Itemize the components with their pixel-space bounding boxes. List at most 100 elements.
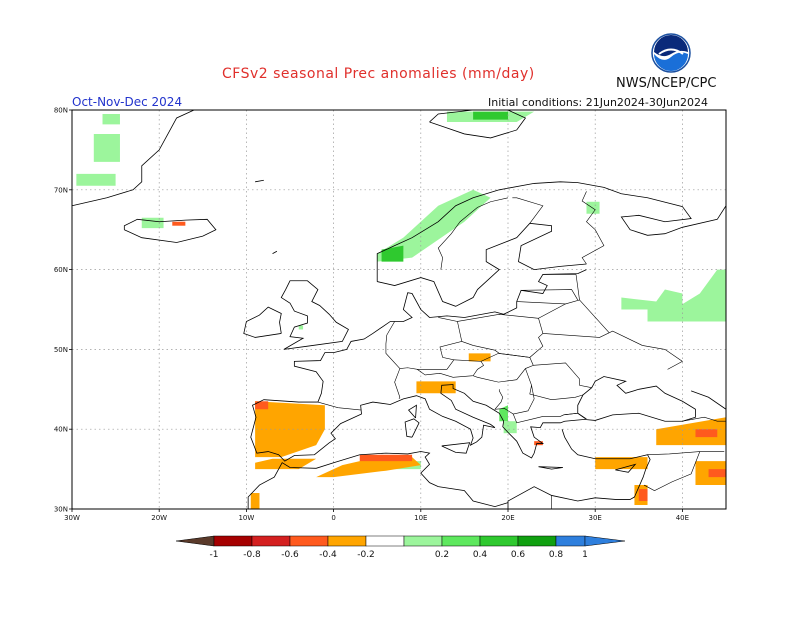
colorbar-label: -0.4 [319,550,337,560]
country-border [494,385,535,415]
latitude-labels: 80N 70N 60N 50N 40N 30N [54,107,72,514]
coastlines-and-borders [71,109,727,509]
lon-tick-label: 10E [414,514,427,522]
colorbar-segment [251,535,291,547]
colorbar-label: -0.2 [357,550,375,560]
anomaly-patch [381,245,404,262]
coastline [615,463,637,473]
lon-tick-label: 30E [589,514,602,522]
anomaly-patch [255,401,325,458]
anomaly-patch [76,173,116,186]
anomaly-patch [708,469,726,478]
coastline [293,269,587,403]
season-label: Oct-Nov-Dec 2024 [72,95,183,109]
lat-tick-label: 30N [54,506,68,514]
country-border [512,412,578,424]
colorbar: -1 -0.8 -0.6 -0.4 -0.2 0.2 0.4 0.6 0.8 1 [175,535,626,560]
lat-tick-label: 60N [54,266,68,274]
colorbar-segment [365,535,405,547]
anomaly-patch [499,405,508,422]
colorbar-segment [403,535,443,547]
graticule [72,110,726,509]
anomaly-patch [503,421,517,434]
country-border [473,353,534,383]
coastline [377,222,587,307]
anomaly-patch [621,289,683,310]
agency-label: NWS/NCEP/CPC [616,76,717,91]
colorbar-label: 0.8 [549,550,564,560]
country-border [385,317,463,370]
coastline [690,390,727,410]
anomaly-patch [377,189,491,262]
noaa-logo [651,33,691,73]
coastline [243,306,282,338]
longitude-labels: 30W 20W 10W 0 10E 20E 30E 40E [64,509,689,522]
figure-title: CFSv2 seasonal Prec anomalies (mm/day) [222,66,535,82]
lon-tick-label: 20W [151,514,167,522]
country-border [394,368,401,400]
anomaly-patch [250,493,260,509]
coastline [441,442,471,454]
country-border [647,451,725,456]
anomaly-patch [638,489,648,502]
map-frame [71,109,727,510]
anomaly-patch [468,353,491,362]
country-border [643,451,701,491]
coastline [247,451,509,509]
country-border [521,289,579,301]
coastline [407,404,417,419]
colorbar-segment [441,535,481,547]
coastline [507,429,651,509]
coastline [71,109,195,207]
country-border [538,299,610,333]
colorbar-segment [479,535,519,547]
anomaly-patch [172,221,186,226]
lon-tick-label: 10W [238,514,254,522]
anomaly-patch [586,201,600,214]
coastline [280,280,349,350]
anomaly-patch [255,401,269,410]
anomaly-patch [93,133,120,162]
colorbar-segment [327,535,367,547]
colorbar-label: 0.4 [473,550,488,560]
lon-tick-label: 20E [501,514,514,522]
anomaly-patch [255,458,317,470]
anomaly-cells-layer [76,111,726,509]
lat-tick-label: 50N [54,346,68,354]
colorbar-label: -0.8 [243,550,261,560]
coastline [255,179,264,183]
colorbar-label: -1 [210,550,219,560]
country-border [437,197,509,270]
lon-tick-label: 40E [676,514,689,522]
colorbar-segment [555,535,586,547]
coastline [404,418,420,438]
coastline [376,181,727,282]
coastline [272,250,278,254]
colorbar-segment [289,535,329,547]
colorbar-label: 0.6 [511,550,526,560]
colorbar-segment [213,535,253,547]
lon-tick-label: 0 [331,514,335,522]
anomaly-patch [141,217,164,229]
anomaly-patch [647,269,726,322]
anomaly-patch [656,417,726,446]
anomaly-patch [473,111,508,120]
colorbar-arrow-right [584,535,626,547]
country-border [542,330,683,370]
country-border [533,362,592,388]
country-border [563,412,587,420]
anomaly-patch [416,381,456,394]
anomaly-patch [595,457,648,470]
country-border [512,197,544,224]
initial-conditions-label: Initial conditions: 21Jun2024-30Jun2024 [488,96,709,109]
colorbar-label: 1 [582,550,588,560]
country-border [542,274,580,300]
country-border [457,313,544,358]
coastline [538,466,563,470]
anomaly-patch [102,113,120,125]
colorbar-label: 0.2 [435,550,449,560]
coastline [250,376,696,462]
country-border [682,416,726,422]
country-border [417,359,484,378]
